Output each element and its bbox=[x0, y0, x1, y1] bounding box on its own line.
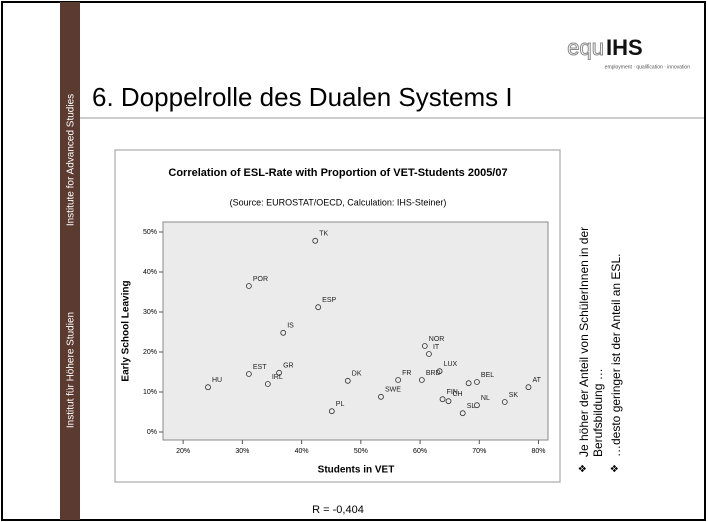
point-label: TK bbox=[319, 231, 328, 238]
point-label: NOR bbox=[429, 336, 445, 343]
x-tick-label: 40% bbox=[295, 448, 309, 455]
sidebar-text: Institute for Advanced Studies bbox=[66, 94, 77, 226]
point bbox=[205, 384, 211, 391]
x-tick-label: 70% bbox=[472, 448, 486, 455]
y-tick-label: 30% bbox=[143, 309, 157, 316]
point-label: BRD bbox=[426, 370, 441, 377]
point-label: HU bbox=[212, 377, 222, 384]
point bbox=[436, 368, 443, 375]
x-tick-label: 60% bbox=[413, 448, 427, 455]
point-label: AT bbox=[532, 377, 541, 384]
point bbox=[280, 329, 287, 336]
y-tick-label: 20% bbox=[143, 349, 157, 356]
y-axis-label: Early School Leaving bbox=[121, 280, 132, 381]
chart-title: Correlation of ESL-Rate with Proportion … bbox=[168, 167, 507, 179]
point-label: DK bbox=[352, 371, 362, 378]
point bbox=[474, 379, 480, 385]
point bbox=[264, 381, 271, 387]
bullet-list: Je höher der Anteil von SchülerInnen in … bbox=[577, 163, 637, 473]
point bbox=[328, 408, 335, 415]
correlation-note: R = -0,404 bbox=[312, 504, 364, 516]
bullet: …desto geringer ist der Anteil an ESL. bbox=[609, 163, 623, 473]
point bbox=[395, 377, 402, 383]
point bbox=[459, 410, 466, 417]
y-tick-label: 40% bbox=[143, 269, 157, 276]
logo-mark: equ bbox=[567, 35, 604, 60]
bullet: Je höher der Anteil von SchülerInnen in … bbox=[577, 163, 605, 473]
point bbox=[312, 237, 319, 244]
point bbox=[315, 304, 322, 311]
x-tick-label: 80% bbox=[532, 448, 546, 455]
sidebar bbox=[60, 2, 80, 520]
point-label: BEL bbox=[481, 372, 494, 379]
point-label: POR bbox=[253, 276, 268, 283]
point bbox=[245, 371, 252, 377]
point bbox=[344, 377, 351, 384]
point-label: IS bbox=[287, 323, 294, 330]
chart-subtitle: (Source: EUROSTAT/OECD, Calculation: IHS… bbox=[230, 197, 447, 207]
point bbox=[525, 384, 532, 391]
y-tick-label: 50% bbox=[143, 229, 157, 236]
point-label: CH bbox=[452, 391, 462, 398]
sidebar-text: Institut für Höhere Studien bbox=[66, 312, 77, 428]
point-label: ESP bbox=[322, 297, 336, 304]
x-tick-label: 20% bbox=[176, 448, 190, 455]
y-tick-label: 0% bbox=[147, 429, 157, 436]
point-label: IRL bbox=[272, 374, 283, 381]
point bbox=[245, 283, 252, 289]
point-label: IT bbox=[433, 344, 440, 351]
point-label: SWE bbox=[385, 387, 401, 394]
point-label: GR bbox=[283, 363, 294, 370]
point-label: FR bbox=[402, 370, 411, 377]
point bbox=[276, 369, 282, 376]
point-label: LUX bbox=[444, 361, 458, 368]
point-label: EST bbox=[253, 364, 267, 371]
slide-title: 6. Doppelrolle des Dualen Systems I bbox=[92, 82, 513, 112]
point-label: SL bbox=[467, 403, 476, 410]
x-axis-label: Students in VET bbox=[318, 465, 395, 476]
x-tick-label: 50% bbox=[354, 448, 368, 455]
point-label: SK bbox=[509, 392, 519, 399]
point-label: NL bbox=[481, 395, 490, 402]
logo-tagline: employment · qualification · innovation bbox=[605, 64, 691, 70]
point bbox=[418, 377, 425, 383]
point bbox=[378, 393, 384, 400]
logo-name: IHS bbox=[606, 35, 643, 60]
point bbox=[426, 351, 432, 357]
point bbox=[445, 398, 452, 405]
point bbox=[421, 343, 428, 349]
point bbox=[474, 402, 480, 409]
y-tick-label: 10% bbox=[143, 389, 157, 396]
point-label: FIN bbox=[447, 389, 458, 396]
plot-area bbox=[162, 221, 549, 441]
point bbox=[501, 399, 508, 405]
point-label: PL bbox=[336, 401, 345, 408]
x-tick-label: 30% bbox=[235, 448, 249, 455]
point bbox=[439, 396, 446, 403]
point bbox=[465, 380, 472, 387]
